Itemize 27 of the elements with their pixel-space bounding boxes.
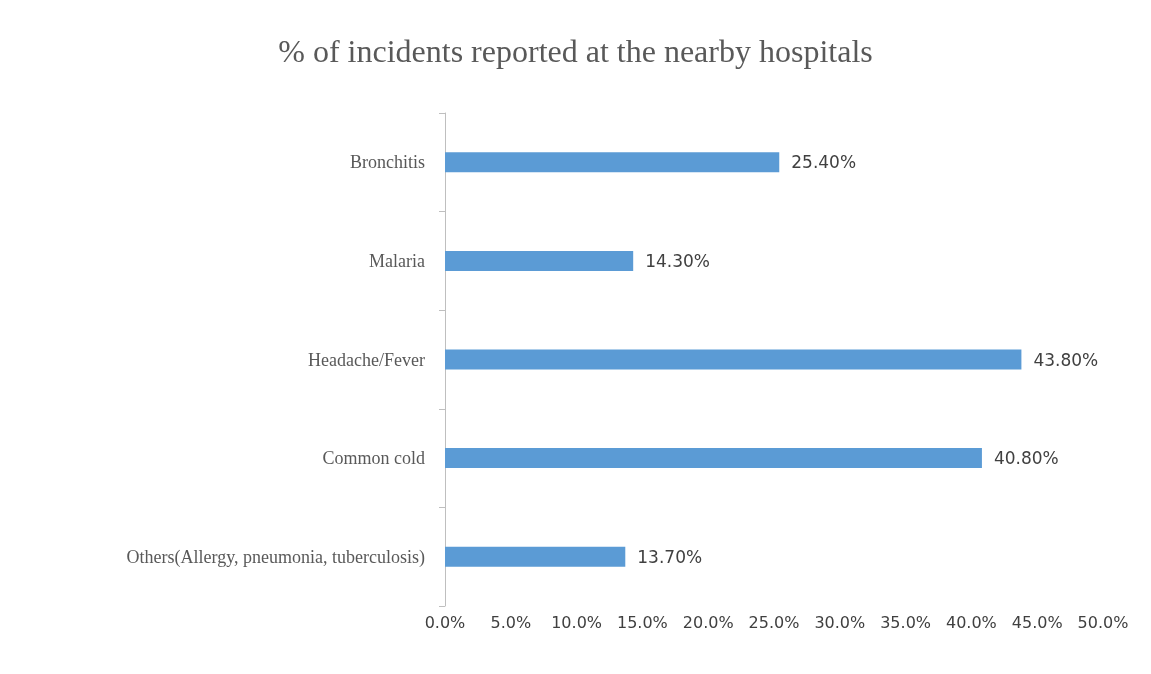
y-tick-label: Bronchitis xyxy=(350,152,425,173)
y-tick-label: Malaria xyxy=(369,250,426,271)
data-label: 43.80% xyxy=(1033,349,1099,370)
bar xyxy=(445,250,634,271)
x-tick-label: 30.0% xyxy=(814,612,866,632)
y-tick-label: Others(Allergy, pneumonia, tuberculosis) xyxy=(126,546,425,568)
x-tick-label: 25.0% xyxy=(748,612,800,632)
x-tick-label: 40.0% xyxy=(945,612,997,632)
x-tick-label: 0.0% xyxy=(424,612,466,632)
bar xyxy=(445,152,780,173)
x-tick-label: 45.0% xyxy=(1011,612,1063,632)
data-label: 40.80% xyxy=(993,448,1059,469)
y-tick-label: Headache/Fever xyxy=(308,349,425,370)
y-tick-label: Common cold xyxy=(322,448,425,469)
data-label: 14.30% xyxy=(645,250,711,271)
x-tick-label: 15.0% xyxy=(616,612,668,632)
x-tick-label: 5.0% xyxy=(490,612,532,632)
x-tick-label: 20.0% xyxy=(682,612,734,632)
bar xyxy=(445,448,982,469)
chart-title: % of incidents reported at the nearby hospitals xyxy=(278,33,873,69)
x-tick-label: 35.0% xyxy=(880,612,932,632)
bar xyxy=(445,349,1022,370)
bar xyxy=(445,546,626,567)
x-tick-label: 10.0% xyxy=(551,612,603,632)
data-label: 13.70% xyxy=(637,546,703,567)
data-label: 25.40% xyxy=(791,152,857,173)
x-tick-label: 50.0% xyxy=(1077,612,1129,632)
